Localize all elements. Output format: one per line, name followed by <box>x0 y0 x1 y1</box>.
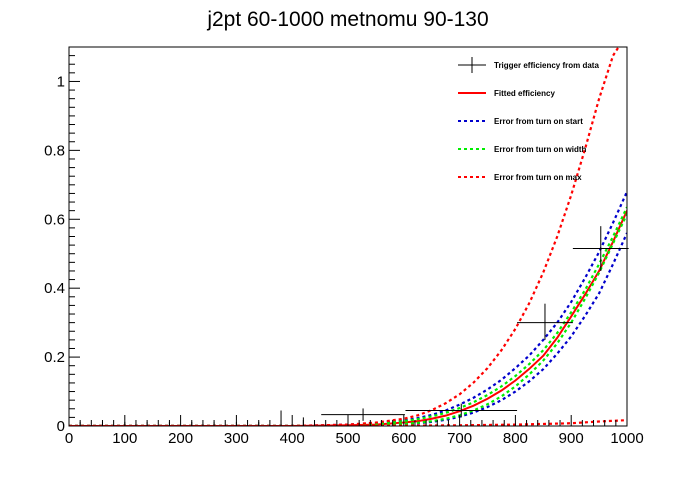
series-width-line-3 <box>69 206 627 426</box>
legend-label: Error from turn on max <box>494 173 582 182</box>
legend-entry-data: Trigger efficiency from data <box>458 57 599 73</box>
x-tick-label: 700 <box>447 430 472 447</box>
legend-label: Error from turn on width <box>494 145 587 154</box>
legend-label: Fitted efficiency <box>494 89 555 98</box>
y-tick-label: 1 <box>57 73 65 90</box>
legend-label: Trigger efficiency from data <box>494 61 599 70</box>
series-fit-line-0 <box>69 210 627 426</box>
y-tick-label: 0.4 <box>44 280 65 297</box>
x-tick-label: 0 <box>65 430 73 447</box>
legend-entry-fit: Fitted efficiency <box>458 89 555 98</box>
series-max-line-5 <box>69 47 620 426</box>
x-tick-label: 800 <box>503 430 528 447</box>
data-point-13 <box>517 303 573 340</box>
series-start-line-1 <box>69 191 627 426</box>
plot-axes: 0 100 200 300 400 500 600 700 800 900 1000 0 0.2 0.4 0… <box>44 46 644 447</box>
x-tick-label: 100 <box>112 430 137 447</box>
x-tick-label: 300 <box>224 430 249 447</box>
x-tick-label: 500 <box>335 430 360 447</box>
series-width-line-4 <box>69 213 627 426</box>
x-tick-label: 400 <box>280 430 305 447</box>
data-point-14 <box>572 226 629 271</box>
plot-data-points <box>69 226 629 427</box>
data-point-11 <box>321 408 405 421</box>
x-tick-label: 200 <box>168 430 193 447</box>
legend-entry-width: Error from turn on width <box>458 145 587 154</box>
data-point-12 <box>405 403 518 418</box>
legend: Trigger efficiency from data Fitted effic… <box>458 57 599 182</box>
x-tick-label: 900 <box>559 430 584 447</box>
y-tick-label: 0.8 <box>44 142 65 159</box>
plot-lines <box>69 47 627 426</box>
y-tick-label: 0.2 <box>44 349 65 366</box>
y-tick-label: 0.6 <box>44 211 65 228</box>
legend-label: Error from turn on start <box>494 117 583 126</box>
series-start-line-2 <box>69 232 627 426</box>
x-tick-label: 600 <box>391 430 416 447</box>
legend-entry-start: Error from turn on start <box>458 117 583 126</box>
legend-entry-max: Error from turn on max <box>458 173 582 182</box>
chart-title: j2pt 60-1000 metnomu 90-130 <box>206 8 488 31</box>
x-tick-label: 1000 <box>610 430 643 447</box>
y-tick-label: 0 <box>57 418 65 435</box>
